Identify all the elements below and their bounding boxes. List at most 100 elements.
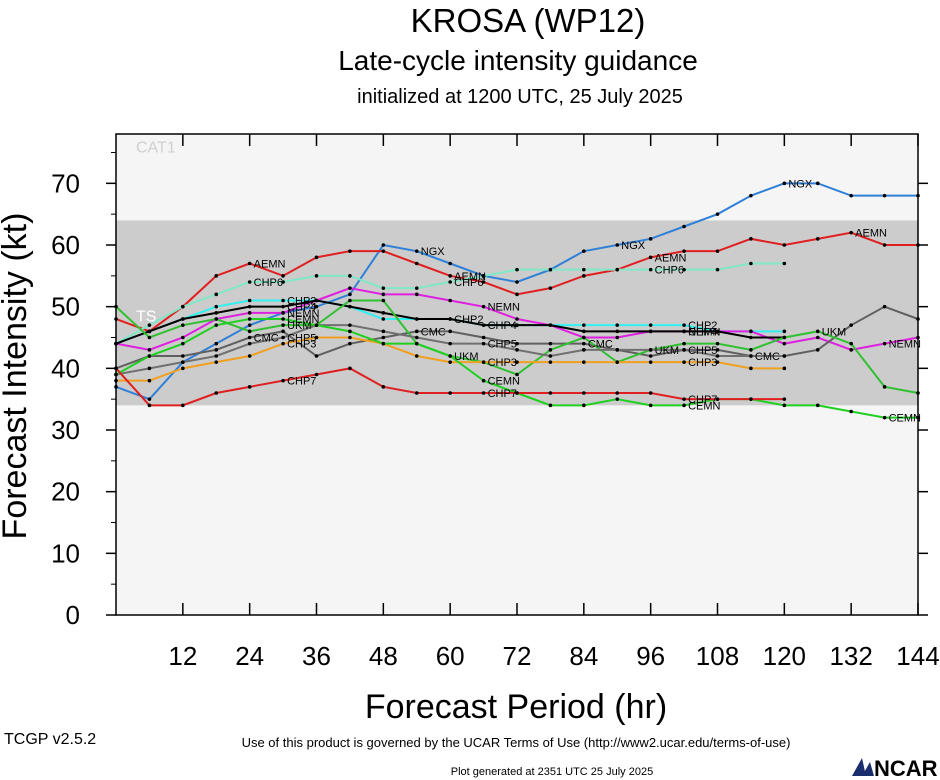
data-point-ukm [882,385,887,389]
series-label-cmc: CMC [755,351,780,363]
data-point-aemn [414,261,419,266]
data-point-chp6 [481,274,486,278]
data-point-ukm [181,323,185,327]
data-point-chp7 [648,391,653,395]
data-point-cmc [815,348,820,352]
data-point-chp3 [648,360,653,364]
data-point-chp7 [247,385,252,389]
data-point-nemn [181,335,185,340]
data-point-chp5 [381,329,386,334]
data-point-cemn [882,415,887,420]
data-point-nemn [615,335,620,340]
data-point-chp5 [715,354,720,358]
data-point-cmc [448,329,452,334]
data-point-chp3 [414,354,419,358]
data-point-chp4 [214,311,219,315]
series-label-aemn: AEMN [655,252,687,264]
x-tick-label: 120 [763,641,806,671]
data-point-ukm [147,335,152,340]
data-point-chp4 [247,304,252,309]
data-point-chp7 [615,391,620,395]
data-point-chp3 [214,360,219,364]
y-tick-label: 60 [51,230,80,260]
y-tick-label: 30 [51,415,80,445]
data-point-ngx [314,304,319,309]
data-point-cmc [515,341,519,346]
data-point-aemn [582,274,586,278]
x-tick-label: 96 [636,641,665,671]
data-point-ngx [348,292,352,297]
series-label-cmc: CMC [254,333,279,345]
x-tick-label: 12 [168,641,197,671]
data-point-nemn [147,348,152,352]
data-point-ngx [147,397,152,401]
series-layer [114,181,920,420]
data-point-chp7 [214,391,219,395]
data-point-aemn [481,280,486,284]
series-label-ngx: NGX [621,240,646,252]
data-point-chp6 [715,267,720,272]
data-point-cemn [448,354,452,358]
series-label-chp6: CHP6 [254,277,283,289]
y-tick-label: 20 [51,477,80,507]
data-point-aemn [682,249,686,253]
series-label-chp3: CHP3 [688,357,717,369]
series-label-chp2: CHP2 [454,314,483,326]
data-point-ukm [782,335,787,340]
data-point-cemn [782,403,787,408]
series-label-chp2: CHP2 [688,320,717,332]
data-point-nemn [849,348,853,352]
data-point-chp4 [147,329,152,334]
data-point-cemn [147,354,152,358]
series-label-chp4: CHP4 [488,320,517,332]
data-point-chp5 [448,341,452,346]
data-point-cmc [414,329,419,334]
data-point-chp5 [481,341,486,346]
data-point-chp3 [181,366,185,371]
data-point-chp6 [582,267,586,272]
data-point-chp3 [749,366,753,371]
data-point-chp7 [348,366,352,371]
x-tick-label: 36 [302,641,331,671]
data-point-ukm [281,323,285,327]
data-point-cemn [181,341,185,346]
data-point-cemn [214,323,219,327]
series-label-chp7: CHP7 [287,376,316,388]
data-point-chp5 [414,335,419,340]
series-label-ukm: UKM [655,345,679,357]
x-tick-label: 108 [696,641,739,671]
data-point-cmc [348,341,352,346]
data-point-aemn [782,243,787,247]
data-point-ukm [849,341,853,346]
data-point-nemn [815,335,820,340]
data-point-chp6 [648,267,653,272]
data-point-chp5 [348,323,352,327]
data-point-aemn [314,255,319,260]
data-point-nemn [448,298,452,303]
data-point-aemn [381,249,386,253]
data-point-ngx [648,237,653,241]
series-label-cemn: CEMN [488,376,520,388]
data-point-cmc [214,348,219,352]
data-point-cemn [247,317,252,321]
series-label-aemn: AEMN [254,259,286,271]
series-label-nemn: NEMN [287,308,319,320]
data-point-cemn [481,378,486,383]
series-label-cemn: CEMN [688,400,720,412]
data-point-aemn [515,292,519,297]
data-point-chp3 [548,360,553,364]
data-point-chp4 [615,329,620,334]
data-point-cemn [381,341,386,346]
data-point-ngx [448,261,452,266]
data-point-chp7 [582,391,586,395]
x-tick-label: 84 [569,641,598,671]
data-point-ukm [815,329,820,334]
data-point-nemn [782,341,787,346]
data-point-cemn [682,403,686,408]
data-point-aemn [815,237,820,241]
data-point-chp6 [314,274,319,278]
data-point-cemn [314,323,319,327]
data-point-ngx [782,181,787,186]
data-point-chp6 [381,286,386,290]
data-point-ukm [348,298,352,303]
